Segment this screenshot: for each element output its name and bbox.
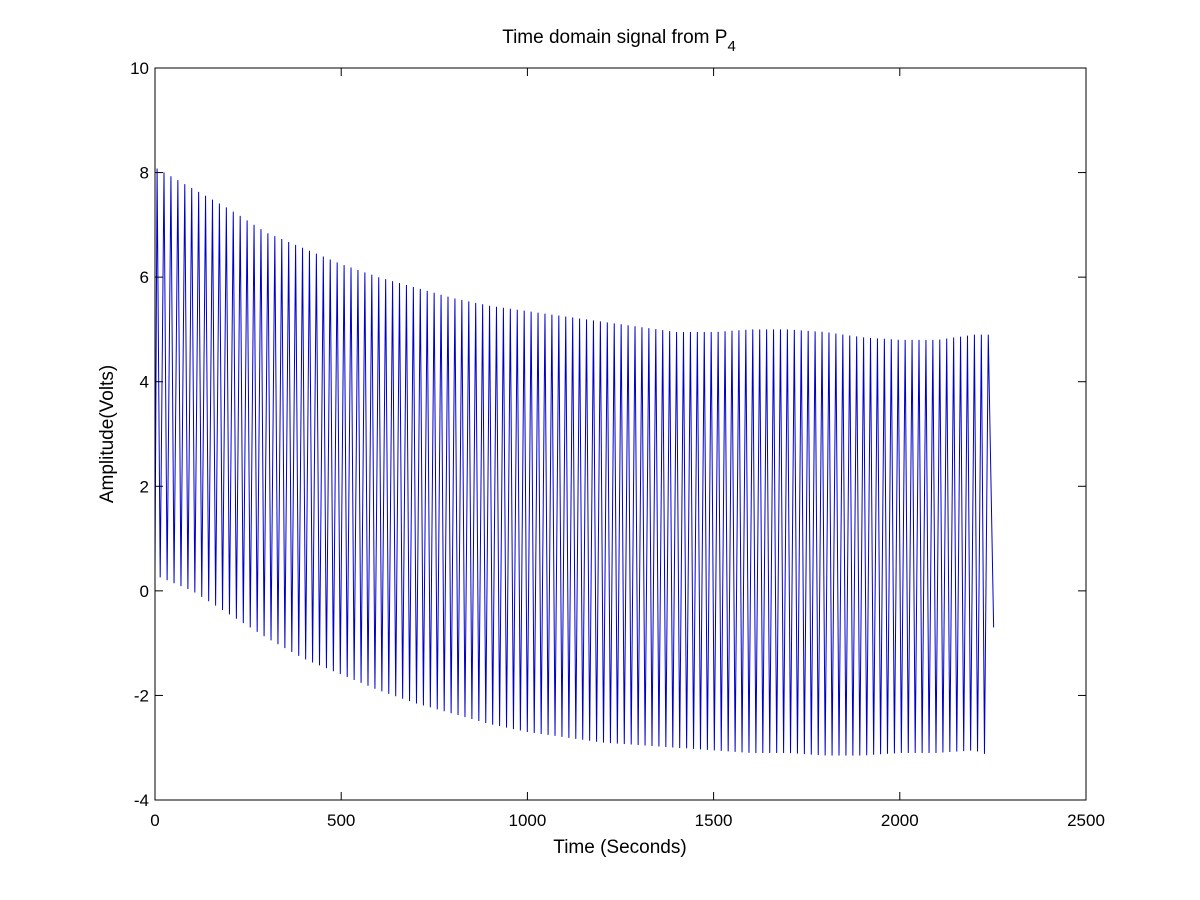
y-tick-label: -2 <box>134 686 149 705</box>
x-tick-label: 1000 <box>508 811 546 830</box>
chart-title-text: Time domain signal from P <box>502 27 727 48</box>
y-tick-label: 2 <box>140 477 149 496</box>
axes-frame <box>154 67 1087 801</box>
x-tick-label: 0 <box>150 811 159 830</box>
y-tick-label: 10 <box>130 59 149 78</box>
x-tick-label: 2500 <box>1067 811 1105 830</box>
chart-title-subscript: 4 <box>727 38 735 55</box>
ticks-layer: 0 500 1000 1500 2000 2500 -4 -2 0 2 4 6 8 10 <box>130 59 1105 830</box>
chart-title: Time domain signal from P4 <box>502 27 736 55</box>
signal-layer <box>154 168 995 756</box>
y-axis-label: Amplitude(Volts) <box>97 365 118 503</box>
x-tick-label: 1500 <box>695 811 733 830</box>
signal-series-line <box>154 168 995 756</box>
y-tick-label: 0 <box>140 582 149 601</box>
y-tick-label: 6 <box>140 268 149 287</box>
y-tick-label: 8 <box>140 164 149 183</box>
x-tick-label: 2000 <box>881 811 919 830</box>
y-tick-label: 4 <box>140 373 149 392</box>
x-axis-label: Time (Seconds) <box>553 837 686 858</box>
y-tick-label: -4 <box>134 791 149 810</box>
x-tick-label: 500 <box>327 811 355 830</box>
